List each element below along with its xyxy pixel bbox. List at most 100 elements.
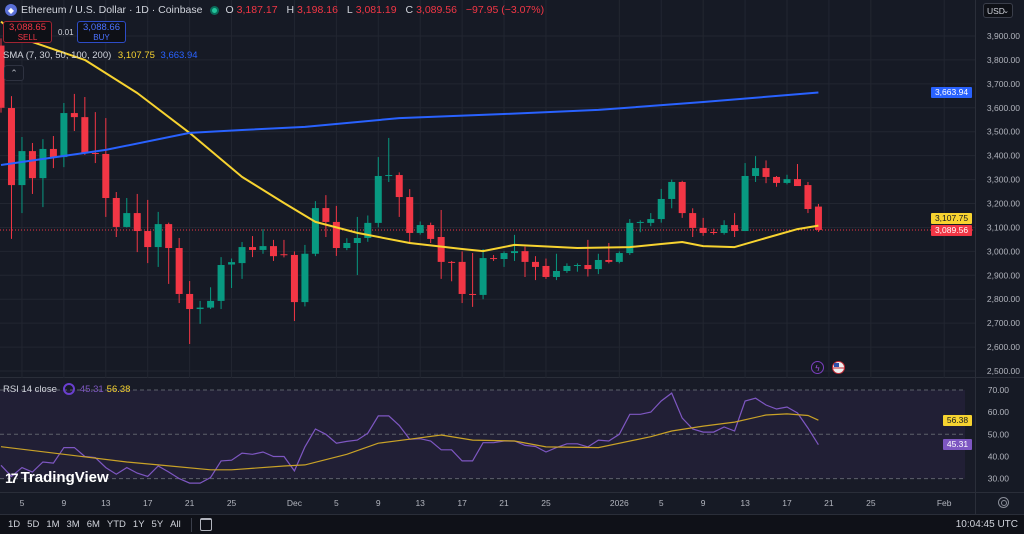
candle bbox=[7, 96, 15, 239]
candle bbox=[207, 287, 215, 310]
candle bbox=[584, 239, 592, 277]
candle bbox=[647, 213, 655, 227]
candle bbox=[175, 237, 183, 304]
timeframe-1y[interactable]: 1Y bbox=[132, 519, 145, 530]
high-value: 3,198.16 bbox=[297, 4, 338, 16]
rsi-tick-label: 50.00 bbox=[988, 429, 1010, 439]
sma-legend[interactable]: SMA (7, 30, 50, 100, 200) 3,107.75 3,663… bbox=[3, 50, 198, 61]
candle-body bbox=[217, 265, 225, 301]
candle-body bbox=[322, 208, 330, 222]
candle bbox=[657, 188, 665, 223]
high-label: H bbox=[286, 4, 295, 16]
candle-body bbox=[657, 198, 665, 220]
sma-yellow-price-label: 3,107.75 bbox=[931, 213, 972, 224]
time-tick-label: 2026 bbox=[610, 498, 629, 508]
candle-body bbox=[804, 185, 812, 210]
buy-button[interactable]: 3,088.66 BUY bbox=[77, 21, 126, 43]
clock[interactable]: 10:04:45 UTC bbox=[955, 519, 1018, 530]
lightning-event-icon[interactable]: ϟ bbox=[811, 361, 824, 374]
sell-button[interactable]: 3,088.65 SELL bbox=[3, 21, 52, 43]
candle bbox=[573, 263, 581, 272]
ohlc-values: O 3,187.17 H 3,198.16 L 3,081.19 C 3,089.56 … bbox=[225, 4, 547, 16]
sell-price: 3,088.65 bbox=[9, 22, 46, 33]
time-tick-label: 5 bbox=[659, 498, 664, 508]
candle-body bbox=[228, 262, 236, 265]
candle-body bbox=[269, 246, 277, 257]
candle-body bbox=[699, 227, 707, 233]
time-tick-label: 25 bbox=[541, 498, 551, 508]
candle-body bbox=[783, 179, 791, 183]
timeframe-1m[interactable]: 1M bbox=[46, 519, 60, 530]
symbol-title[interactable]: Ethereum / U.S. Dollar · 1D · Coinbase bbox=[21, 4, 203, 16]
candle bbox=[552, 253, 560, 281]
candle-body bbox=[511, 251, 519, 254]
timeframe-6m[interactable]: 6M bbox=[86, 519, 100, 530]
candle-body bbox=[521, 251, 529, 262]
candle-body bbox=[28, 151, 36, 179]
candle-body bbox=[636, 221, 644, 223]
candle-body bbox=[752, 168, 760, 176]
candle bbox=[81, 97, 89, 155]
chart-canvas[interactable]: 3,900.00 3,800.00 3,700.00 3,600.00 3,500.00… bbox=[0, 0, 1024, 514]
candle-body bbox=[542, 265, 550, 277]
chart-header: ◆ Ethereum / U.S. Dollar · 1D · Coinbase… bbox=[0, 0, 547, 20]
candle-body bbox=[710, 231, 718, 233]
candle-body bbox=[741, 175, 749, 232]
candle bbox=[458, 251, 466, 304]
candle-body bbox=[81, 117, 89, 154]
timeframe-all[interactable]: All bbox=[170, 519, 181, 530]
time-tick-label: 9 bbox=[62, 498, 67, 508]
candle-body bbox=[196, 307, 204, 310]
time-tick-label: 9 bbox=[376, 498, 381, 508]
rsi-pane bbox=[0, 378, 975, 492]
candle-body bbox=[731, 225, 739, 232]
time-tick-label: 13 bbox=[101, 498, 111, 508]
candle bbox=[259, 229, 267, 254]
rsi-legend[interactable]: RSI 14 close 45.31 56.38 bbox=[3, 383, 130, 395]
candle bbox=[741, 163, 749, 232]
time-tick-label: 25 bbox=[227, 498, 237, 508]
timeframe-5y[interactable]: 5Y bbox=[151, 519, 164, 530]
tradingview-logo[interactable]: 17 TradingView bbox=[5, 469, 109, 486]
us-flag-event-icon[interactable] bbox=[832, 361, 845, 374]
candle-body bbox=[668, 181, 676, 199]
candle-body bbox=[427, 225, 435, 239]
candle bbox=[615, 251, 623, 264]
candle-body bbox=[720, 225, 728, 233]
candle bbox=[238, 242, 246, 279]
time-tick-label: 25 bbox=[866, 498, 876, 508]
candle bbox=[416, 221, 424, 235]
candle bbox=[0, 38, 5, 113]
candle bbox=[332, 205, 340, 256]
rsi-ma-value: 56.38 bbox=[106, 383, 131, 395]
calendar-goto-icon[interactable] bbox=[199, 518, 212, 531]
candle-body bbox=[280, 254, 288, 256]
timeframe-1d[interactable]: 1D bbox=[8, 519, 21, 530]
axes[interactable]: 3,900.00 3,800.00 3,700.00 3,600.00 3,500.00… bbox=[20, 31, 1021, 508]
candle bbox=[594, 253, 602, 275]
price-tick-label: 2,500.00 bbox=[987, 366, 1020, 376]
candle-body bbox=[60, 113, 68, 158]
candle-body bbox=[343, 242, 351, 249]
candle-body bbox=[552, 270, 560, 277]
price-tick-label: 3,700.00 bbox=[987, 79, 1020, 89]
rsi-ma-line bbox=[0, 413, 819, 471]
timeframe-ytd[interactable]: YTD bbox=[106, 519, 126, 530]
candle bbox=[217, 257, 225, 310]
candle-body bbox=[406, 197, 414, 233]
candle-body bbox=[259, 246, 267, 250]
candle bbox=[500, 251, 508, 267]
chevron-up-icon[interactable]: ⌃ bbox=[4, 65, 24, 81]
rsi-tick-label: 30.00 bbox=[988, 474, 1010, 484]
spread: 0.01 bbox=[58, 28, 74, 37]
indicator-lines bbox=[0, 20, 819, 484]
timeframe-5d[interactable]: 5D bbox=[27, 519, 40, 530]
low-value: 3,081.19 bbox=[355, 4, 397, 16]
candle-body bbox=[490, 258, 498, 260]
currency-select[interactable]: USD ⌄ bbox=[983, 3, 1013, 18]
candle-body bbox=[814, 206, 822, 230]
timeframe-3m[interactable]: 3M bbox=[66, 519, 80, 530]
candle bbox=[196, 300, 204, 324]
candle-body bbox=[301, 253, 309, 303]
settings-gear-icon[interactable] bbox=[998, 497, 1009, 508]
